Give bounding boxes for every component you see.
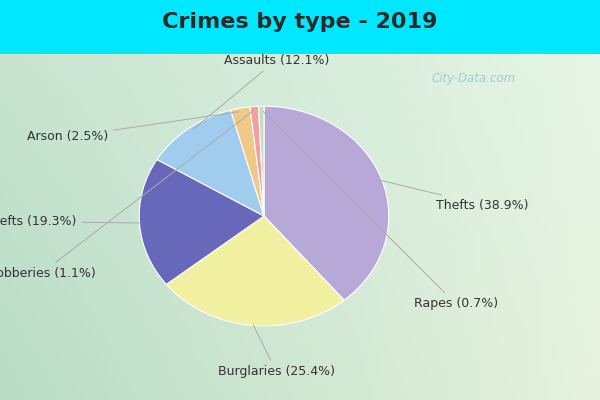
Text: City-Data.com: City-Data.com: [432, 72, 516, 85]
Wedge shape: [166, 216, 344, 326]
Text: Auto thefts (19.3%): Auto thefts (19.3%): [0, 215, 140, 228]
Text: Robberies (1.1%): Robberies (1.1%): [0, 112, 252, 280]
Wedge shape: [259, 106, 264, 216]
Text: Thefts (38.9%): Thefts (38.9%): [380, 180, 529, 212]
Wedge shape: [139, 160, 264, 284]
Text: Crimes by type - 2019: Crimes by type - 2019: [163, 12, 437, 32]
Wedge shape: [230, 107, 264, 216]
Wedge shape: [264, 106, 389, 300]
Text: Burglaries (25.4%): Burglaries (25.4%): [218, 324, 335, 378]
Wedge shape: [250, 106, 264, 216]
Text: Assaults (12.1%): Assaults (12.1%): [193, 54, 329, 130]
Text: Arson (2.5%): Arson (2.5%): [27, 112, 238, 144]
Text: Rapes (0.7%): Rapes (0.7%): [263, 112, 498, 310]
Wedge shape: [157, 110, 264, 216]
